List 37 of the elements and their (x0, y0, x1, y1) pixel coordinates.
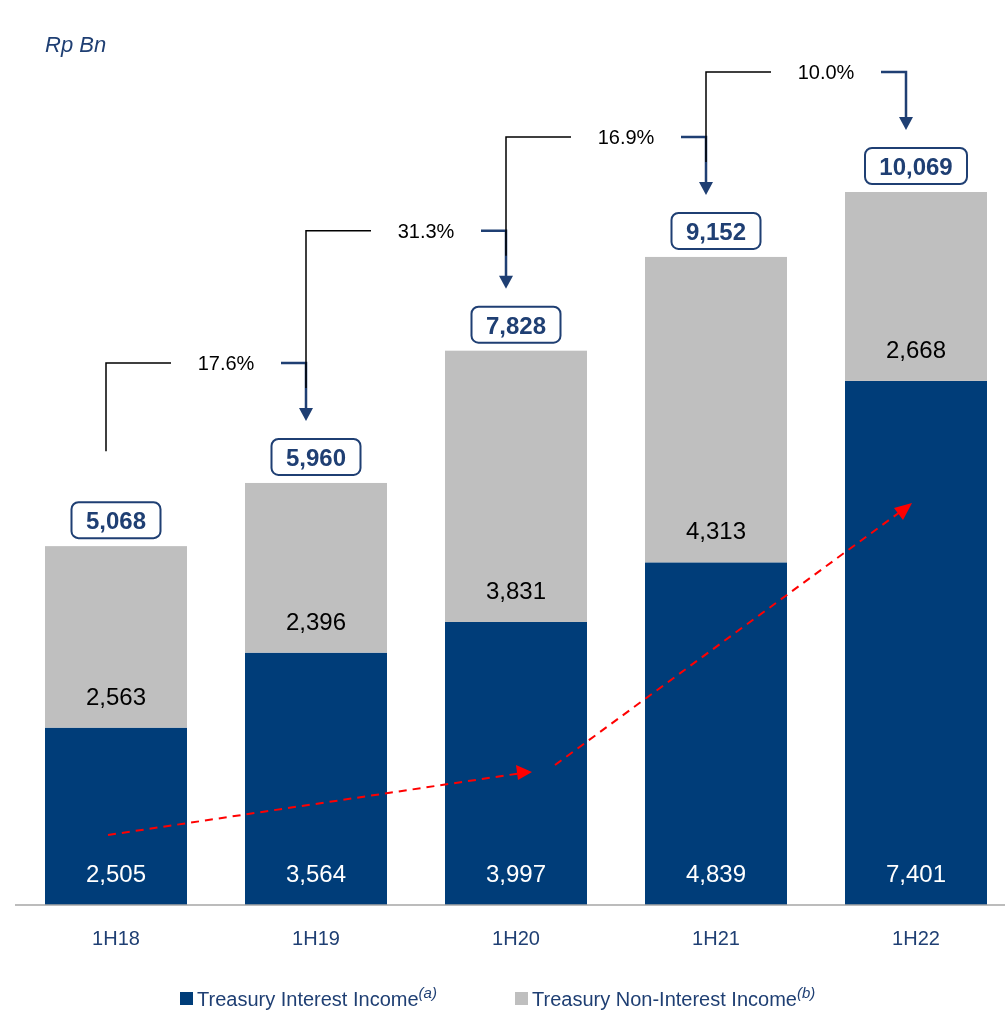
bar (845, 380, 987, 905)
legend-label: Treasury Non-Interest Income$^{(b)}$ (532, 983, 816, 1010)
bar (245, 482, 387, 653)
bar (645, 562, 787, 905)
data-label: 3,831 (485, 576, 547, 604)
total-label: 10,069 (879, 153, 953, 180)
total-label: 5,068 (85, 507, 147, 535)
x-tick-label: 1H20 (492, 927, 540, 949)
bar (845, 192, 987, 381)
data-label: 3,564 (285, 860, 347, 887)
text: 10.0% (797, 61, 855, 83)
annotation: 31.3% (397, 219, 455, 242)
text: 16.9% (597, 125, 655, 148)
data-label: 4,313 (685, 517, 747, 545)
data-label: 4,839 (685, 860, 747, 887)
annotation: 17.6% (197, 351, 255, 374)
total-label: 7,828 (485, 311, 547, 339)
legend-label: Treasury Interest Income$^{(a)}$ (197, 983, 437, 1010)
bar (45, 727, 187, 905)
bar (45, 546, 187, 728)
chart-title: Rp Bn (45, 32, 107, 57)
bar (445, 621, 587, 905)
x-tick-label: 1H22 (892, 927, 940, 949)
data-label: 2,563 (85, 682, 147, 710)
bar (645, 256, 787, 563)
data-label: 7,401 (885, 860, 947, 887)
data-label: 3,997 (485, 860, 547, 887)
bar (245, 652, 387, 905)
x-tick-label: 1H18 (92, 927, 140, 949)
x-tick-label: 1H21 (692, 927, 740, 949)
data-label: 2,668 (885, 335, 947, 363)
total-label: 9,152 (685, 217, 747, 245)
total-label: 5,960 (285, 443, 347, 471)
data-label: 2,505 (85, 860, 147, 887)
x-tick-label: 1H19 (292, 927, 340, 949)
bar (445, 350, 587, 622)
data-label: 2,396 (285, 607, 347, 635)
